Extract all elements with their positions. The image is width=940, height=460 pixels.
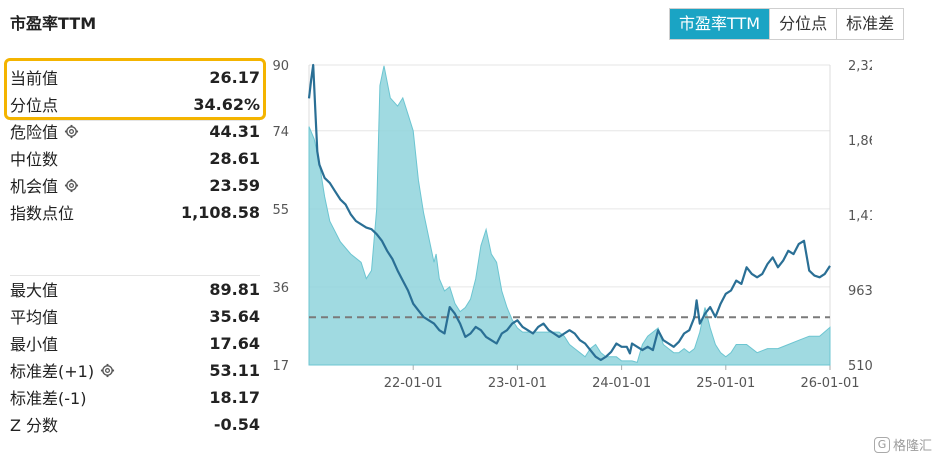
stat-row: 当前值 26.17 (10, 64, 260, 90)
stat-value: 18.17 (209, 387, 260, 407)
divider (10, 120, 260, 121)
stat-row: 机会值 23.59 (10, 172, 260, 198)
stat-label-wrap: 平均值 (10, 304, 58, 328)
y-right-tick-label: 510 (848, 359, 872, 374)
stat-label-wrap: 危险值 (10, 119, 79, 143)
watermark: G 格隆汇 (873, 435, 932, 454)
stat-label: 中位数 (10, 150, 59, 169)
stat-value: 1,108.58 (181, 202, 260, 222)
y-left-tick-label: 90 (272, 59, 289, 74)
stat-value: 34.62% (193, 94, 260, 114)
stat-value: 89.81 (209, 279, 260, 299)
stat-row: 中位数 28.61 (10, 145, 260, 171)
stat-label: 最小值 (10, 335, 59, 354)
tab-percentile[interactable]: 分位点 (769, 9, 837, 39)
x-tick-label: 24-01-01 (592, 376, 651, 391)
stat-label: 平均值 (10, 308, 59, 327)
y-left-tick-label: 55 (272, 203, 289, 218)
stat-label-wrap: 标准差(+1) (10, 358, 115, 382)
stat-label: Z 分数 (10, 416, 59, 435)
stat-row: 危险值 44.31 (10, 118, 260, 144)
logo-icon: G (873, 436, 890, 453)
stat-label-wrap: 标准差(-1) (10, 385, 86, 409)
stat-value: 23.59 (209, 175, 260, 195)
stat-label-wrap: 当前值 (10, 65, 58, 89)
view-tabs: 市盈率TTM 分位点 标准差 (669, 8, 905, 40)
index-points-line (307, 63, 831, 362)
y-right-tick-label: 2,322 (848, 59, 872, 74)
x-tick-label: 22-01-01 (384, 376, 443, 391)
stat-label: 最大值 (10, 281, 59, 300)
watermark-text: 格隆汇 (892, 439, 932, 454)
stat-label-wrap: 机会值 (10, 173, 79, 197)
y-right-tick-label: 963 (848, 284, 872, 299)
stat-label-wrap: 指数点位 (10, 200, 74, 224)
x-tick-label: 25-01-01 (696, 376, 755, 391)
page-title: 市盈率TTM (10, 14, 97, 33)
stat-label: 标准差(+1) (10, 362, 95, 381)
settings-gear-icon[interactable] (64, 124, 79, 139)
stat-row: 分位点 34.62% (10, 91, 260, 117)
stat-value: 53.11 (209, 360, 260, 380)
divider (10, 275, 260, 276)
stat-value: -0.54 (213, 414, 260, 434)
stat-label-wrap: 最大值 (10, 277, 58, 301)
stat-row: 最小值 17.64 (10, 330, 260, 356)
stat-row: 指数点位 1,108.58 (10, 199, 260, 225)
stat-row: 最大值 89.81 (10, 276, 260, 302)
stat-label: 标准差(-1) (10, 389, 87, 408)
stat-value: 26.17 (209, 67, 260, 87)
x-tick-label: 23-01-01 (488, 376, 547, 391)
stat-value: 17.64 (209, 333, 260, 353)
y-right-tick-label: 1,416 (848, 209, 872, 224)
y-left-tick-label: 36 (272, 281, 289, 296)
stat-value: 28.61 (209, 148, 260, 168)
settings-gear-icon[interactable] (64, 178, 79, 193)
y-left-tick-label: 74 (272, 125, 289, 140)
stat-label: 机会值 (10, 177, 59, 196)
stat-value: 35.64 (209, 306, 260, 326)
stat-label: 指数点位 (10, 204, 75, 223)
settings-gear-icon[interactable] (100, 363, 115, 378)
y-right-tick-label: 1,869 (848, 134, 872, 149)
pe-ttm-area (308, 65, 831, 366)
stat-label: 分位点 (10, 96, 59, 115)
stat-row: 标准差(+1) 53.11 (10, 357, 260, 383)
x-tick-label: 26-01-01 (800, 376, 859, 391)
y-left-tick-label: 17 (272, 359, 289, 374)
stat-label-wrap: 分位点 (10, 92, 58, 116)
stat-row: Z 分数 -0.54 (10, 411, 260, 437)
stat-label: 当前值 (10, 69, 59, 88)
stat-label-wrap: Z 分数 (10, 412, 58, 436)
tab-pe-ttm[interactable]: 市盈率TTM (670, 9, 770, 39)
stat-label-wrap: 中位数 (10, 146, 58, 170)
tab-std-dev[interactable]: 标准差 (836, 9, 904, 39)
stat-row: 平均值 35.64 (10, 303, 260, 329)
stat-value: 44.31 (209, 121, 260, 141)
highlight-box (4, 58, 266, 120)
stat-label: 危险值 (10, 123, 59, 142)
pe-chart: 17 36 55 74 90 510 963 1,416 1,869 2,322 22-01-01 2… (272, 59, 872, 391)
stat-row: 标准差(-1) 18.17 (10, 384, 260, 410)
stat-label-wrap: 最小值 (10, 331, 58, 355)
